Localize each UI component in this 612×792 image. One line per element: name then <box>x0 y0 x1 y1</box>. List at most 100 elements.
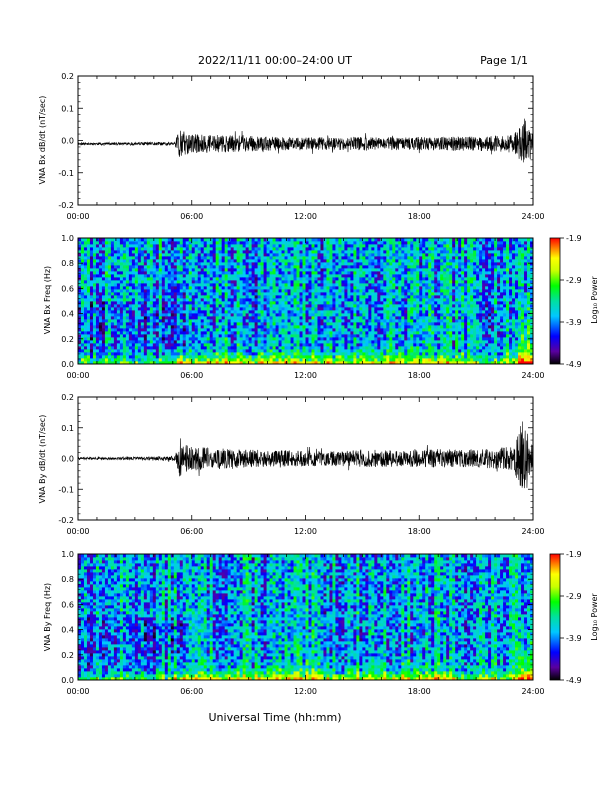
bx-spectrogram-cell <box>308 304 312 308</box>
bx-spectrogram-cell <box>347 355 351 359</box>
bx-spectrogram-cell <box>278 283 282 287</box>
bx-spectrogram-cell <box>203 268 208 272</box>
bx-spectrogram-cell <box>236 289 241 293</box>
bx-spectrogram-cell <box>377 334 381 338</box>
bx-spectrogram-cell <box>122 259 127 263</box>
bx-spectrogram-cell <box>410 301 414 305</box>
bx-spectrogram-cell <box>365 262 369 266</box>
bx-spectrogram-cell <box>80 301 85 305</box>
bx-spectrogram-cell <box>245 286 250 290</box>
bx-spectrogram-cell <box>338 340 342 344</box>
bx-spectrogram-cell <box>209 355 214 359</box>
bx-spectrogram-cell <box>398 280 402 284</box>
bx-spectrogram-cell <box>242 358 247 362</box>
bx-spectrogram-cell <box>146 316 151 320</box>
bx-spectrogram-cell <box>314 247 318 251</box>
bx-spectrogram-cell <box>371 337 375 341</box>
bx-spectrogram-cell <box>218 325 223 329</box>
bx-spectrogram-cell <box>299 313 303 317</box>
bx-spectrogram-cell <box>134 289 139 293</box>
bx-spectrogram-cell <box>104 349 109 353</box>
bx-spectrogram-cell <box>119 310 124 314</box>
bx-spectrogram-cell <box>377 259 381 263</box>
bx-spectrogram-cell <box>302 265 306 269</box>
bx-spectrogram-cell <box>359 256 363 260</box>
bx-spectrogram-cell <box>338 331 342 335</box>
bx-spectrogram-cell <box>164 319 169 323</box>
bx-spectrogram-cell <box>185 310 190 314</box>
bx-spectrogram-cell <box>419 262 423 266</box>
bx-spectrogram-cell <box>161 316 166 320</box>
bx-spectrogram-cell <box>245 352 250 356</box>
bx-spectrogram-cell <box>119 340 124 344</box>
bx-spectrogram-cell <box>323 295 327 299</box>
bx-spectrogram-cell <box>155 340 160 344</box>
bx-spectrogram-cell <box>362 247 366 251</box>
bx-spectrogram-cell <box>311 277 315 281</box>
bx-spectrogram-cell <box>215 283 220 287</box>
bx-spectrogram-cell <box>242 361 247 365</box>
bx-spectrogram-cell <box>83 304 88 308</box>
bx-spectrogram-cell <box>320 349 324 353</box>
bx-spectrogram-cell <box>284 301 288 305</box>
bx-spectrogram-cell <box>401 319 405 323</box>
bx-spectrogram-cell <box>287 286 291 290</box>
bx-spectrogram-cell <box>410 325 414 329</box>
bx-spectrogram-cell <box>236 340 241 344</box>
bx-spectrogram-cell <box>335 289 339 293</box>
bx-spectrogram-cell <box>278 253 282 257</box>
bx-spectrogram-cell <box>95 361 100 365</box>
bx-spectrogram-cell <box>236 265 241 269</box>
bx-spectrogram-cell <box>149 355 154 359</box>
bx-spectrogram-cell <box>308 340 312 344</box>
bx-spectrogram-cell <box>359 352 363 356</box>
bx-spectrogram-cell <box>326 283 330 287</box>
bx-spectrogram-cell <box>377 340 381 344</box>
bx-spectrogram-cell <box>206 274 211 278</box>
bx-spectrogram-cell <box>78 283 82 287</box>
bx-spectrogram-cell <box>329 310 333 314</box>
bx-spectrogram-cell <box>140 238 145 242</box>
bx-spectrogram-cell <box>368 322 372 326</box>
bx-spectrogram-cell <box>122 313 127 317</box>
bx-spectrogram-cell <box>245 298 250 302</box>
bx-spectrogram-cell <box>179 259 184 263</box>
bx-spectrogram-cell <box>368 331 372 335</box>
bx-spectrogram-cell <box>380 289 384 293</box>
bx-spectrogram-cell <box>170 307 175 311</box>
bx-spectrogram-cell <box>401 238 405 242</box>
bx-spectrogram-cell <box>308 352 312 356</box>
bx-spectrogram-cell <box>362 307 366 311</box>
bx-spectrogram-cell <box>86 274 91 278</box>
bx-spectrogram-cell <box>338 250 342 254</box>
bx-spectrogram-cell <box>260 289 264 293</box>
bx-spectrogram-cell <box>395 361 399 365</box>
bx-spectrogram-cell <box>227 319 232 323</box>
bx-spectrogram-cell <box>194 247 199 251</box>
bx-spectrogram-cell <box>347 265 351 269</box>
bx-spectrogram-cell <box>176 307 181 311</box>
bx-spectrogram-cell <box>152 238 157 242</box>
bx-spectrogram-cell <box>191 244 196 248</box>
bx-spectrogram-cell <box>377 322 381 326</box>
bx-spectrogram-cell <box>149 361 154 365</box>
bx-spectrogram-cell <box>125 256 130 260</box>
bx-spectrogram-cell <box>239 325 244 329</box>
bx-spectrogram-cell <box>230 256 235 260</box>
bx-spectrogram-cell <box>206 268 211 272</box>
bx-spectrogram-cell <box>83 355 88 359</box>
bx-spectrogram-cell <box>392 328 396 332</box>
bx-spectrogram-cell <box>173 292 178 296</box>
bx-spectrogram-cell <box>260 346 264 350</box>
bx-spectrogram-cell <box>341 277 345 281</box>
bx-spectrogram-cell <box>419 280 423 284</box>
bx-spectrogram-cell <box>401 298 405 302</box>
bx-spectrogram-cell <box>353 361 357 365</box>
bx-spectrogram-cell <box>377 346 381 350</box>
bx-spectrogram-cell <box>137 340 142 344</box>
bx-spectrogram-cell <box>233 310 238 314</box>
bx-spectrogram-cell <box>272 292 276 296</box>
bx-spectrogram-cell <box>143 310 148 314</box>
bx-spectrogram-cell <box>359 310 363 314</box>
bx-spectrogram-cell <box>350 349 354 353</box>
